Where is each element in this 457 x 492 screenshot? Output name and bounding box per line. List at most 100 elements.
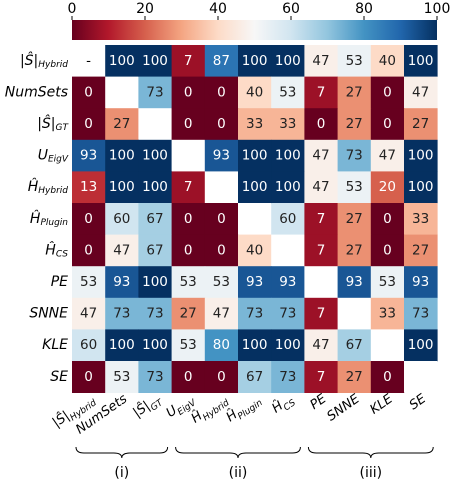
- heatmap-cell-label: 100: [142, 337, 168, 353]
- heatmap-cell: [404, 139, 438, 172]
- heatmap-cell: [72, 139, 106, 172]
- heatmap-cell: [370, 76, 405, 109]
- heatmap-cells: - 100 100 7 87 100 100 47 53 40 100 0 73 0 0 40 53 7 27 0 47…: [72, 45, 438, 393]
- row-label: ĤCS: [45, 240, 68, 259]
- heatmap-cell-label: 93: [213, 148, 230, 164]
- heatmap-cell: [105, 139, 139, 172]
- heatmap-cell: [370, 203, 405, 235]
- heatmap-cell: [404, 76, 438, 109]
- heatmap-cell-label: 0: [217, 369, 226, 385]
- heatmap-cell: [138, 266, 172, 299]
- heatmap-cell-label: 100: [109, 148, 135, 164]
- heatmap-cell: [271, 171, 305, 204]
- heatmap-cell-label: 27: [412, 116, 429, 132]
- heatmap-cell: [105, 234, 139, 267]
- column-label: |Ŝ|GT: [130, 390, 166, 423]
- heatmap-cell: [171, 297, 206, 330]
- group-label: (i): [114, 465, 129, 481]
- heatmap-cell: [370, 266, 405, 299]
- heatmap-cell: [72, 108, 106, 141]
- heatmap-cell-label: 93: [346, 274, 363, 290]
- colorbar-tick-label: 80: [355, 1, 373, 17]
- heatmap-cell-label: 27: [113, 116, 130, 132]
- heatmap-cell: [171, 45, 206, 77]
- heatmap-cell-label: 7: [184, 179, 193, 195]
- heatmap-cell: [204, 139, 239, 172]
- heatmap-cell: [404, 108, 438, 141]
- heatmap-cell: [337, 76, 372, 109]
- heatmap-cell-label: 60: [113, 211, 130, 227]
- heatmap-cell: [72, 234, 106, 267]
- heatmap-cell-label: 100: [408, 179, 434, 195]
- heatmap-cell-label: 0: [383, 242, 392, 258]
- heatmap-cell-label: 100: [142, 179, 168, 195]
- heatmap-cell-label: 0: [383, 116, 392, 132]
- heatmap-cell-label: 33: [246, 116, 263, 132]
- heatmap-cell: [72, 171, 106, 204]
- heatmap-cell-label: 100: [142, 53, 168, 69]
- group-label: (iii): [360, 465, 383, 481]
- heatmap-cell-label: 87: [213, 53, 230, 69]
- heatmap-cell-label: -: [86, 53, 91, 69]
- heatmap-cell: [370, 139, 405, 172]
- heatmap-cell: [337, 203, 372, 235]
- heatmap-cell: [138, 171, 172, 204]
- heatmap-cell: [105, 203, 139, 235]
- heatmap-cell: [238, 234, 272, 267]
- heatmap-cell: [204, 266, 239, 299]
- heatmap-cell-label: 53: [346, 53, 363, 69]
- heatmap-cell: [304, 171, 338, 204]
- heatmap-cell: [304, 234, 338, 267]
- heatmap-cell-label: 93: [113, 274, 130, 290]
- heatmap-cell-label: 47: [113, 242, 130, 258]
- heatmap-cell: [204, 203, 239, 235]
- heatmap-cell: [171, 234, 206, 267]
- heatmap-cell: [304, 108, 338, 141]
- heatmap-cell: [304, 76, 338, 109]
- heatmap-cell: [271, 266, 305, 299]
- heatmap-cell-diagonal: [271, 234, 305, 267]
- heatmap-cell: [304, 329, 338, 362]
- heatmap-cell-label: 73: [246, 306, 263, 322]
- row-label: PE: [51, 274, 68, 290]
- heatmap-cell: [138, 139, 172, 172]
- heatmap-cell: [171, 203, 206, 235]
- heatmap-cell-label: 47: [80, 306, 97, 322]
- heatmap-cell: [337, 171, 372, 204]
- row-label: SNNE: [29, 306, 68, 322]
- heatmap-cell-label: 100: [109, 337, 135, 353]
- heatmap-cell: [105, 297, 139, 330]
- column-label: ĤPlugin: [223, 391, 265, 428]
- heatmap-cell-label: 47: [312, 179, 329, 195]
- colorbar-ticks: 0 20 40 60 80 100: [68, 1, 450, 20]
- heatmap-cell-label: 0: [184, 369, 193, 385]
- heatmap-cell: [204, 329, 239, 362]
- heatmap-cell: [238, 266, 272, 299]
- heatmap-cell-label: 73: [113, 306, 130, 322]
- heatmap-cell: [370, 361, 405, 393]
- heatmap-cell: [271, 297, 305, 330]
- heatmap-cell-label: 7: [317, 84, 326, 100]
- heatmap-cell: [138, 234, 172, 267]
- heatmap-cell: [105, 361, 139, 393]
- heatmap-cell-label: 100: [408, 337, 434, 353]
- heatmap-cell: [370, 45, 405, 77]
- row-label: ĤHybrid: [28, 177, 69, 196]
- heatmap-cell-label: 73: [412, 306, 429, 322]
- heatmap-cell-label: 27: [346, 116, 363, 132]
- colorbar: 0 20 40 60 80 100: [68, 1, 450, 40]
- heatmap-cell-label: 93: [80, 148, 97, 164]
- heatmap-cell: [105, 108, 139, 141]
- colorbar-tick-label: 60: [282, 1, 300, 17]
- heatmap-cell-diagonal: [138, 108, 172, 140]
- heatmap-cell-label: 100: [242, 179, 268, 195]
- colorbar-tick-label: 40: [209, 1, 227, 17]
- heatmap-cell-diagonal: [337, 297, 371, 330]
- heatmap-cell-label: 0: [184, 84, 193, 100]
- heatmap-cell: [238, 361, 272, 393]
- heatmap-cell: [72, 361, 106, 393]
- row-label: KLE: [42, 337, 68, 353]
- heatmap-cell-label: 47: [213, 306, 230, 322]
- heatmap-cell-label: 20: [379, 179, 396, 195]
- heatmap-cell-label: 0: [383, 211, 392, 227]
